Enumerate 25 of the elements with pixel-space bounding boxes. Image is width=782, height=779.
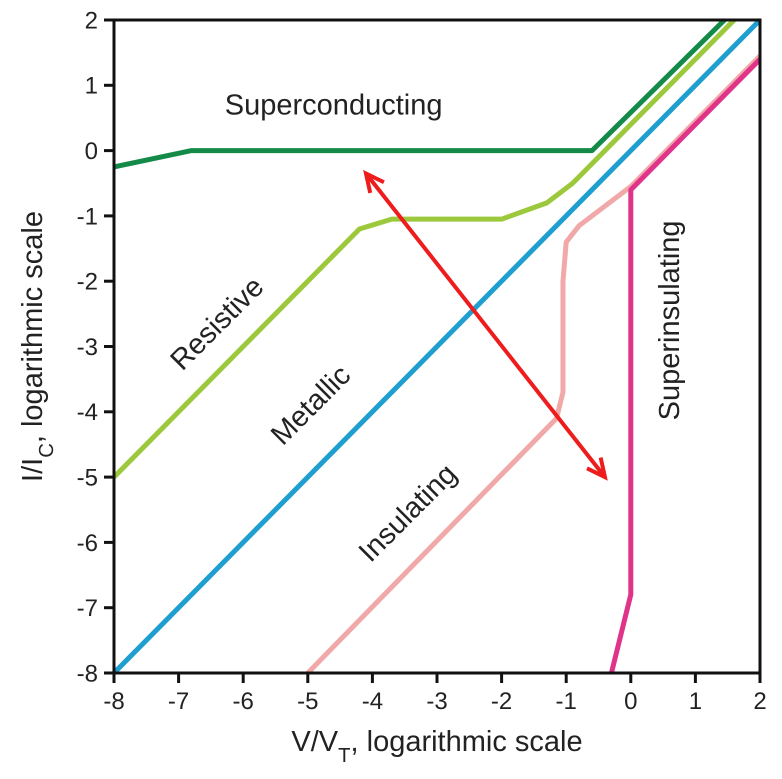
y-tick-label: 1 [84, 72, 98, 100]
x-tick-label: -2 [490, 688, 512, 715]
y-tick-label: -6 [76, 530, 98, 557]
text: Superinsulating [654, 220, 686, 420]
y-tick-label: -7 [76, 595, 98, 622]
y-tick-label: -2 [76, 268, 98, 296]
x-tick-label: 1 [688, 688, 702, 715]
x-tick-label: -1 [556, 688, 577, 715]
x-tick-label: -7 [168, 688, 190, 715]
y-tick-label: -3 [76, 334, 98, 361]
series-label: Superconducting [224, 90, 442, 122]
x-tick-label: -5 [297, 688, 318, 715]
x-tick-label: 0 [624, 688, 638, 715]
x-axis-title: V/V$_{T}$, logarithmic scale [291, 726, 583, 767]
x-tick-label: -6 [232, 688, 254, 715]
y-tick-label: -4 [76, 399, 98, 426]
y-tick-label: -1 [76, 203, 98, 230]
y-tick-label: 0 [84, 138, 98, 165]
x-tick-label: -3 [426, 688, 448, 715]
y-tick-label: -8 [76, 660, 98, 688]
x-tick-label: -8 [103, 688, 125, 715]
y-tick-label: -5 [76, 464, 98, 492]
x-tick-label: 2 [753, 688, 767, 715]
x-tick-label: -4 [362, 688, 384, 715]
y-tick-label: 2 [84, 7, 98, 34]
